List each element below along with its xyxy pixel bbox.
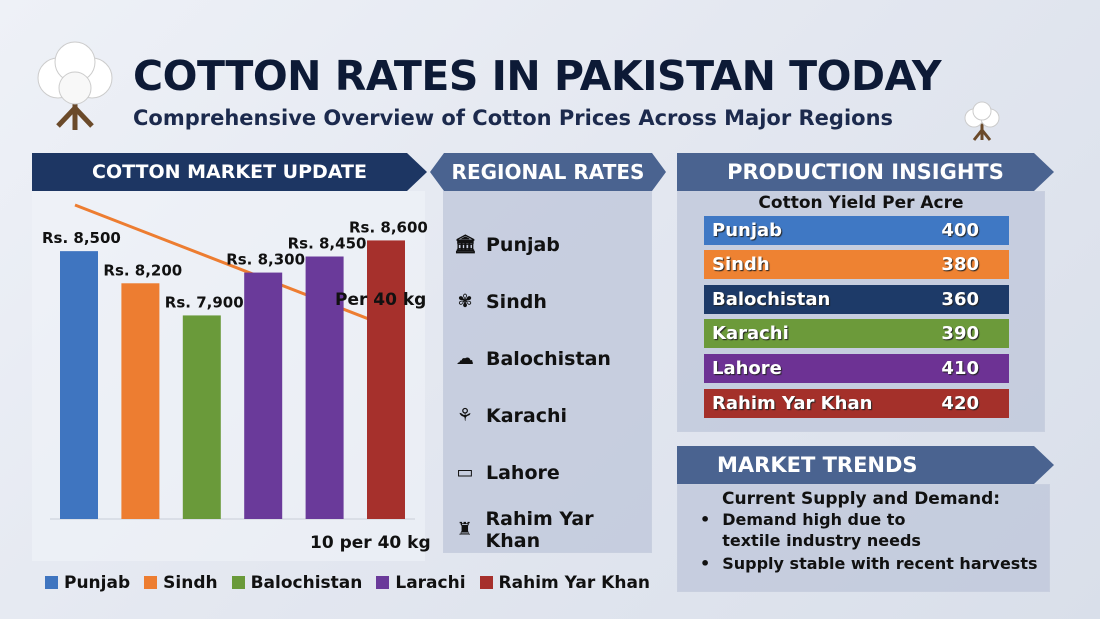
- legend-swatch: [45, 576, 58, 589]
- bar-data-label: Rs. 8,200: [103, 261, 182, 279]
- legend-label: Sindh: [163, 573, 218, 593]
- legend-item: Sindh: [144, 573, 218, 593]
- page-subtitle: Comprehensive Overview of Cotton Prices …: [133, 106, 894, 130]
- factory-icon: ♜: [456, 519, 473, 540]
- bar-larachi: [244, 272, 283, 519]
- page-title: COTTON RATES IN PAKISTAN TODAY: [133, 52, 942, 100]
- yield-value: 410: [941, 358, 979, 379]
- trends-panel: Current Supply and Demand: • Demand high …: [677, 484, 1050, 592]
- yield-region: Lahore: [712, 358, 782, 379]
- yield-value: 360: [941, 289, 979, 310]
- yield-row: Balochistan 360: [704, 285, 1009, 314]
- trend-bullet: • Demand high due to textile industry nee…: [700, 509, 930, 551]
- yield-region: Punjab: [712, 220, 783, 241]
- region-label: Karachi: [486, 404, 568, 427]
- yield-value: 390: [941, 323, 979, 344]
- production-insights-banner: PRODUCTION INSIGHTS: [677, 153, 1054, 191]
- bar-data-label: Rs. 7,900: [165, 293, 244, 311]
- region-label: Lahore: [486, 461, 560, 484]
- yield-row: Lahore 410: [704, 354, 1009, 383]
- region-label: Balochistan: [486, 347, 611, 370]
- legend-item: Rahim Yar Khan: [479, 573, 651, 593]
- yield-row: Sindh 380: [704, 250, 1009, 279]
- unit-note-top: Per 40 kg: [335, 290, 427, 310]
- region-item-punjab: 🏛 Punjab: [444, 216, 651, 273]
- chart-legend: Punjab Sindh Balochistan Larachi Rahim Y…: [45, 573, 650, 593]
- regional-panel: 🏛 Punjab ✾ Sindh ☁ Balochistan ⚘ Karachi ▭ La…: [443, 191, 652, 553]
- legend-item: Punjab: [45, 573, 130, 593]
- cotton-boll-icon: [37, 41, 113, 130]
- market-update-heading: COTTON MARKET UPDATE: [92, 161, 367, 183]
- map-icon: ▭: [456, 462, 474, 483]
- bar-larachi: [305, 256, 344, 519]
- production-panel: Cotton Yield Per Acre Punjab 400 Sindh 380…: [677, 191, 1045, 432]
- yield-region: Karachi: [712, 323, 789, 344]
- production-heading: PRODUCTION INSIGHTS: [727, 160, 1004, 184]
- region-item-rahim-yar-khan: ♜ Rahim Yar Khan: [444, 501, 651, 558]
- yield-region: Rahim Yar Khan: [712, 393, 873, 414]
- bar-punjab: [60, 251, 98, 519]
- bar-data-label: Rs. 8,600: [349, 218, 428, 236]
- bar-rahim-yar-khan: [367, 240, 405, 519]
- market-update-banner: COTTON MARKET UPDATE: [32, 153, 427, 191]
- cotton-small-icon: [964, 101, 1000, 141]
- building-icon: 🏛: [454, 234, 477, 255]
- unit-note-bottom: 10 per 40 kg: [310, 533, 431, 553]
- trend-text: Demand high due to textile industry need…: [722, 510, 921, 550]
- region-label: Sindh: [486, 290, 547, 313]
- trends-heading: MARKET TRENDS: [717, 453, 918, 477]
- cotton-icon: ☁: [456, 348, 474, 369]
- yield-value: 400: [941, 220, 979, 241]
- yield-subheading: Cotton Yield Per Acre: [758, 193, 964, 213]
- bar-data-label: Rs. 8,300: [226, 251, 305, 269]
- legend-swatch: [479, 576, 493, 589]
- regional-rates-banner: REGIONAL RATES: [430, 153, 666, 191]
- yield-value: 420: [941, 393, 979, 414]
- region-item-balochistan: ☁ Balochistan: [444, 330, 651, 387]
- bar-sindh: [121, 283, 160, 519]
- yield-region: Sindh: [712, 254, 770, 275]
- regional-heading: REGIONAL RATES: [451, 160, 645, 184]
- cotton-plant-icon: ⚘: [456, 405, 474, 426]
- yield-value: 380: [941, 254, 979, 275]
- yield-row: Karachi 390: [704, 319, 1009, 348]
- bar-data-label: Rs. 8,500: [42, 229, 121, 247]
- region-item-lahore: ▭ Lahore: [444, 444, 651, 501]
- trend-text: Supply stable with recent harvests: [722, 554, 1038, 573]
- yield-row: Rahim Yar Khan 420: [704, 389, 1009, 418]
- region-label: Rahim Yar Khan: [485, 507, 594, 552]
- plant-icon: ✾: [457, 291, 473, 312]
- legend-label: Larachi: [395, 573, 466, 593]
- market-trends-banner: MARKET TRENDS: [677, 446, 1054, 484]
- legend-swatch: [376, 576, 390, 589]
- yield-region: Balochistan: [712, 289, 831, 310]
- bar-data-label: Rs. 8,450: [288, 235, 367, 253]
- yield-row: Punjab 400: [704, 216, 1009, 245]
- legend-swatch: [144, 576, 158, 589]
- trends-subheading: Current Supply and Demand:: [722, 489, 1001, 509]
- legend-label: Balochistan: [250, 573, 363, 593]
- trend-bullet: • Supply stable with recent harvests: [700, 554, 1038, 573]
- legend-label: Rahim Yar Khan: [498, 573, 651, 593]
- bar-balochistan: [182, 315, 221, 519]
- region-label: Punjab: [486, 233, 560, 256]
- legend-item: Larachi: [376, 573, 466, 593]
- legend-swatch: [231, 576, 245, 589]
- region-item-karachi: ⚘ Karachi: [444, 387, 651, 444]
- legend-item: Balochistan: [231, 573, 363, 593]
- legend-label: Punjab: [64, 573, 131, 593]
- region-item-sindh: ✾ Sindh: [444, 273, 651, 330]
